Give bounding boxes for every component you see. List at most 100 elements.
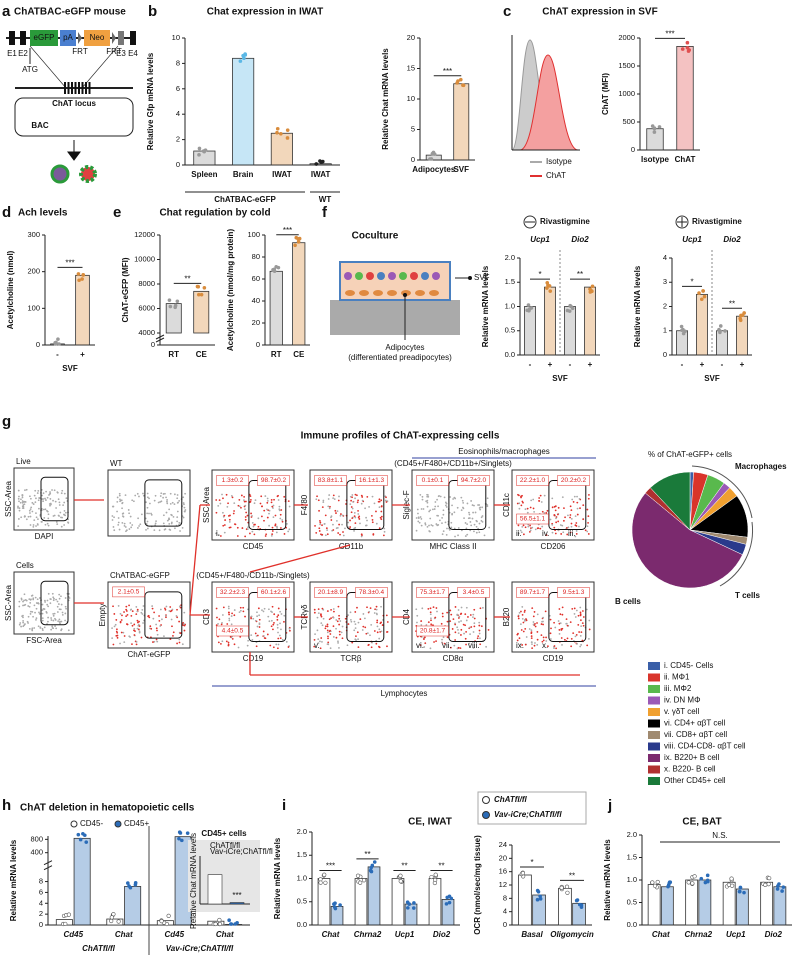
event-dot [350, 506, 353, 508]
plot-title: Cells [16, 561, 34, 570]
event-dot [569, 621, 572, 623]
event-dot [272, 646, 275, 649]
event-dot [60, 492, 63, 495]
event-dot [274, 524, 277, 527]
event-dot [33, 494, 36, 497]
data-dot [177, 836, 181, 841]
event-dot [128, 528, 131, 530]
gate-index: iv. [542, 529, 549, 538]
event-dot [574, 616, 577, 618]
event-dot [384, 499, 387, 502]
event-dot [149, 625, 152, 628]
event-dot [437, 495, 440, 498]
event-dot [275, 531, 278, 534]
y-tick-label: 12000 [134, 230, 155, 239]
event-dot [545, 640, 548, 642]
event-dot [554, 505, 557, 508]
event-dot [65, 607, 67, 610]
event-dot [354, 623, 357, 626]
event-dot [472, 511, 474, 514]
x-tick-label: Basal [521, 930, 543, 939]
event-dot [332, 616, 335, 619]
data-dot [84, 840, 89, 844]
event-dot [380, 605, 382, 608]
gate-label-box [257, 587, 290, 598]
y-tick-label: 80 [252, 252, 260, 261]
event-dot [138, 620, 140, 623]
event-dot [59, 511, 62, 514]
event-dot [27, 515, 30, 518]
event-dot [566, 533, 569, 536]
event-dot [450, 521, 453, 524]
event-dot [142, 494, 145, 497]
gate-label-box [216, 475, 249, 486]
event-dot [325, 527, 328, 530]
bar [558, 887, 572, 926]
gate-label-box [457, 587, 490, 598]
data-dot [433, 872, 438, 877]
event-dot [35, 512, 37, 515]
event-dot [317, 612, 320, 615]
y-tick-label: 0 [36, 340, 40, 349]
event-dot [481, 506, 484, 509]
event-dot [385, 496, 387, 499]
event-dot [242, 606, 245, 609]
data-dot [565, 890, 570, 895]
event-dot [250, 512, 252, 515]
event-dot [530, 641, 533, 644]
gate-label-box [557, 587, 590, 598]
event-dot [366, 632, 369, 635]
gate-label-box [416, 475, 449, 486]
data-dot [577, 902, 582, 907]
event-dot [426, 493, 428, 496]
data-dot [319, 160, 324, 164]
legend-box [477, 791, 587, 825]
gate-label: 89.7±1.7 [520, 589, 546, 596]
y-tick-label: 12 [499, 880, 507, 889]
event-dot [355, 635, 357, 637]
event-dot [243, 500, 246, 503]
event-dot [174, 527, 176, 530]
event-dot [21, 496, 24, 499]
y-tick-label: 0.0 [297, 920, 307, 929]
plot-title: (CD45+/F480+/CD11b+/Singlets) [394, 459, 512, 468]
bar [207, 874, 223, 905]
event-dot [50, 619, 53, 621]
event-dot [313, 638, 316, 641]
event-dot [287, 646, 290, 648]
event-dot [251, 514, 253, 517]
event-dot [63, 509, 66, 512]
event-dot [32, 525, 35, 528]
event-dot [371, 521, 374, 524]
significance-label: *** [443, 67, 452, 76]
event-dot [344, 527, 346, 530]
gene-label: Ucp1 [530, 235, 550, 244]
significance-label: * [538, 270, 541, 279]
event-dot [247, 639, 250, 642]
bar [165, 303, 182, 334]
data-dot [57, 342, 61, 346]
event-dot [479, 643, 482, 646]
event-dot [116, 636, 119, 639]
event-dot [445, 506, 448, 508]
data-dot [203, 148, 208, 152]
data-dot [412, 901, 416, 905]
event-dot [544, 610, 547, 613]
event-dot [123, 522, 126, 525]
event-dot [386, 621, 389, 623]
y-tick-label: 6 [176, 84, 180, 93]
event-dot [318, 530, 321, 532]
event-dot [582, 624, 585, 627]
event-dot [575, 609, 578, 612]
event-dot [239, 635, 242, 638]
event-dot [41, 627, 44, 630]
event-dot [554, 626, 557, 629]
data-dot [705, 873, 710, 878]
data-dot [737, 889, 742, 894]
event-dot [540, 634, 543, 637]
event-dot [55, 627, 58, 630]
event-dot [454, 497, 457, 500]
y-tick-label: 1.5 [297, 850, 307, 859]
event-dot [520, 629, 523, 631]
event-dot [435, 523, 438, 525]
